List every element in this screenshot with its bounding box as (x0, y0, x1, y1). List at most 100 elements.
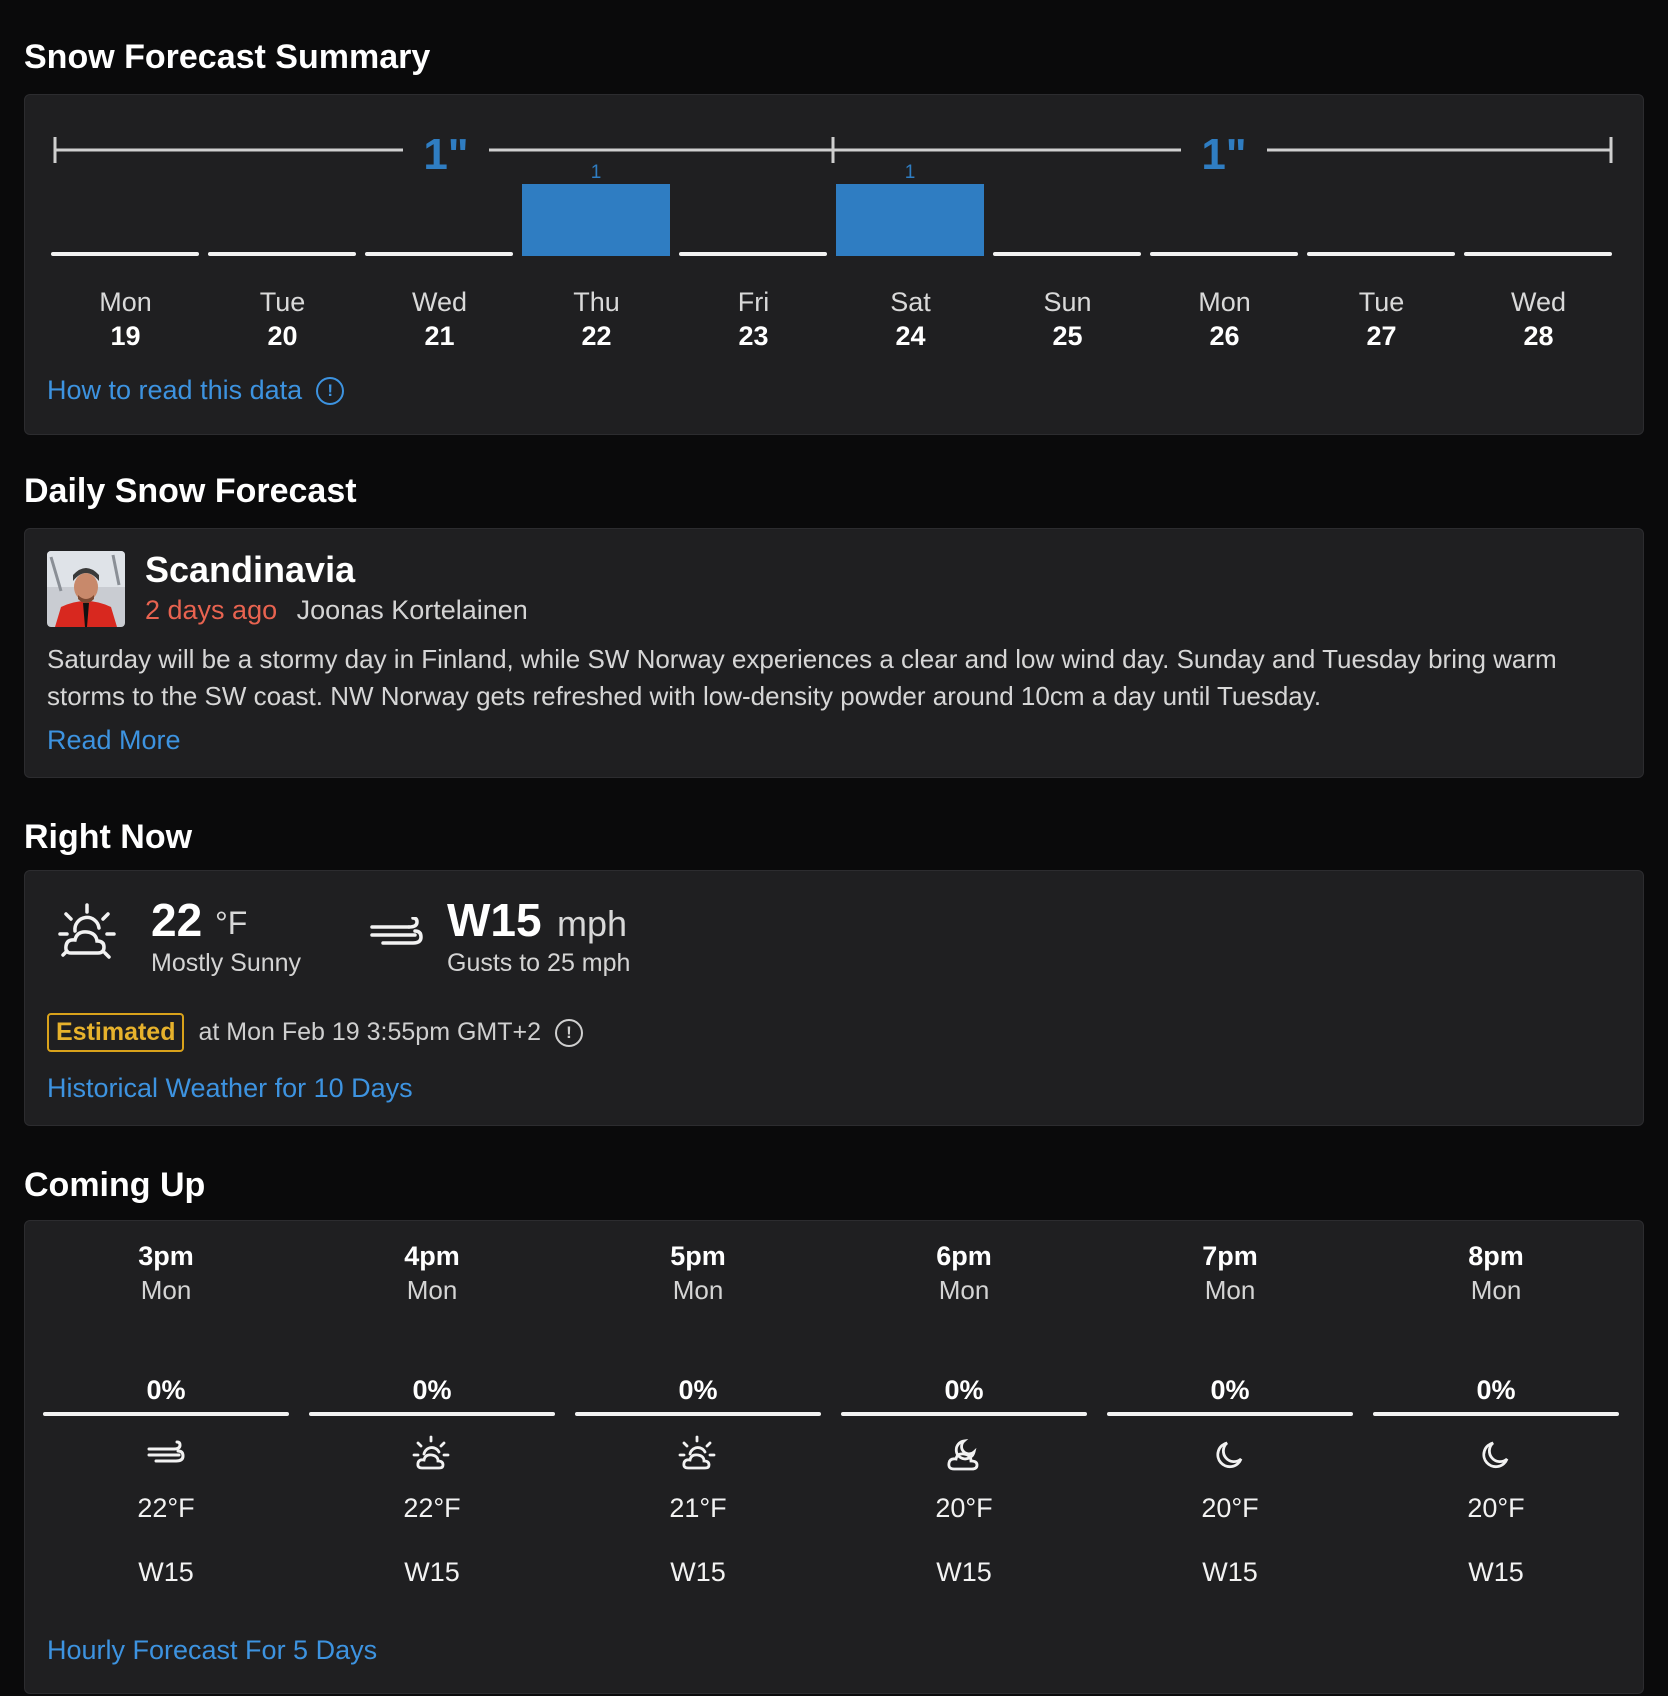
day-label: Thu 22 (522, 285, 671, 353)
hour-column: 7pm Mon 0% 20°F W15 (1107, 1221, 1353, 1621)
hour-column: 3pm Mon 0% 22°F W15 (43, 1221, 289, 1621)
hour-wind: W15 (1468, 1557, 1524, 1587)
day-label: Wed 28 (1464, 285, 1613, 353)
day-name: Fri (737, 287, 770, 317)
day-label: Tue 20 (208, 285, 357, 353)
daily-forecast-card: Scandinavia 2 days ago Joonas Kortelaine… (24, 528, 1644, 778)
sun-cloud-icon (678, 1435, 716, 1470)
day-number: 27 (1366, 321, 1397, 351)
precip-bar (309, 1412, 555, 1416)
day-name: Tue (259, 287, 306, 317)
day-number: 28 (1523, 321, 1554, 351)
historical-weather-link[interactable]: Historical Weather for 10 Days (47, 1073, 413, 1103)
day-name: Sun (1043, 287, 1092, 317)
wind-icon (147, 1440, 185, 1463)
hour-temp: 21°F (669, 1493, 727, 1523)
snow-bar-thu-22 (522, 184, 670, 256)
hour-column: 8pm Mon 0% 20°F W15 (1373, 1221, 1619, 1621)
read-more-link[interactable]: Read More (47, 725, 181, 755)
day-name: Mon (1198, 287, 1251, 317)
snow-bar-mon-19 (51, 252, 199, 256)
precip-bar (575, 1412, 821, 1416)
temp-unit: °F (215, 905, 248, 941)
hour-day: Mon (1204, 1275, 1256, 1305)
hour-wind: W15 (1202, 1557, 1258, 1587)
wind-gusts: Gusts to 25 mph (447, 949, 631, 977)
right-now-title: Right Now (24, 818, 193, 856)
day-label: Fri 23 (679, 285, 828, 353)
how-to-read-link[interactable]: How to read this data ! (47, 375, 345, 406)
period-span-1 (53, 137, 835, 163)
posted-ago: 2 days ago (145, 595, 278, 625)
snow-bar-label: 1 (905, 162, 916, 183)
coming-up-card: 3pm Mon 0% 22°F W15 4pm Mon 0% 22°F W15 5pm Mon 0% 21… (24, 1220, 1644, 1694)
sun-cloud-icon (58, 903, 116, 959)
current-temp: 22 (151, 894, 203, 946)
hour-wind: W15 (404, 1557, 460, 1587)
hour-wind: W15 (670, 1557, 726, 1587)
sun-cloud-icon (412, 1435, 450, 1470)
daily-title: Daily Snow Forecast (24, 472, 357, 510)
hour-column: 4pm Mon 0% 22°F W15 (309, 1221, 555, 1621)
moon-cloud-icon (947, 1438, 979, 1471)
snow-bar-fri-23 (679, 252, 827, 256)
snow-bar-wed-28 (1464, 252, 1612, 256)
hour-temp: 22°F (403, 1493, 461, 1523)
day-number: 25 (1052, 321, 1083, 351)
precip-chance: 0% (1210, 1375, 1250, 1405)
day-number: 19 (110, 321, 141, 351)
hour-temp: 20°F (1467, 1493, 1525, 1523)
precip-bar (841, 1412, 1087, 1416)
day-label: Tue 27 (1307, 285, 1456, 353)
hour-wind: W15 (936, 1557, 992, 1587)
day-name: Mon (99, 287, 152, 317)
hour-time: 4pm (404, 1241, 460, 1271)
hour-day: Mon (406, 1275, 458, 1305)
hour-time: 7pm (1202, 1241, 1258, 1271)
snow-bar-label: 1 (591, 162, 602, 183)
hour-time: 5pm (670, 1241, 726, 1271)
day-name: Sat (890, 287, 931, 317)
hour-column: 6pm Mon 0% 20°F W15 (841, 1221, 1087, 1621)
snow-bar-sun-25 (993, 252, 1141, 256)
day-name: Thu (573, 287, 620, 317)
post-meta: 2 days ago Joonas Kortelainen (145, 595, 528, 626)
day-number: 21 (424, 321, 455, 351)
day-number: 23 (738, 321, 769, 351)
moon-icon (1482, 1441, 1509, 1469)
day-name: Wed (411, 287, 468, 317)
day-label: Sun 25 (993, 285, 1142, 353)
hourly-forecast-link[interactable]: Hourly Forecast For 5 Days (47, 1635, 378, 1665)
period-total-2: 1" (1201, 130, 1246, 179)
current-condition: Mostly Sunny (151, 949, 302, 977)
precip-chance: 0% (1476, 1375, 1516, 1405)
hour-day: Mon (938, 1275, 990, 1305)
moon-icon (1216, 1441, 1243, 1469)
day-label: Wed 21 (365, 285, 514, 353)
author-name: Joonas Kortelainen (296, 595, 528, 625)
hour-time: 8pm (1468, 1241, 1524, 1271)
precip-chance: 0% (944, 1375, 984, 1405)
precip-chance: 0% (146, 1375, 186, 1405)
snow-bar-tue-20 (208, 252, 356, 256)
period-span-2 (833, 137, 1613, 163)
coming-up-title: Coming Up (24, 1166, 206, 1204)
how-to-read-label[interactable]: How to read this data (47, 375, 303, 405)
wind-unit: mph (557, 903, 628, 944)
wind-icon (370, 917, 423, 945)
snow-bar-wed-21 (365, 252, 513, 256)
day-number: 26 (1209, 321, 1240, 351)
precip-bar (43, 1412, 289, 1416)
estimated-time: at Mon Feb 19 3:55pm GMT+2 (198, 1018, 542, 1046)
forecast-body: Saturday will be a stormy day in Finland… (47, 644, 1557, 711)
day-number: 24 (895, 321, 926, 351)
info-circle-icon[interactable]: ! (316, 376, 345, 405)
day-name: Tue (1358, 287, 1405, 317)
snow-bar-mon-26 (1150, 252, 1298, 256)
info-circle-icon[interactable]: ! (555, 1018, 584, 1047)
precip-bar (1373, 1412, 1619, 1416)
day-number: 20 (267, 321, 298, 351)
